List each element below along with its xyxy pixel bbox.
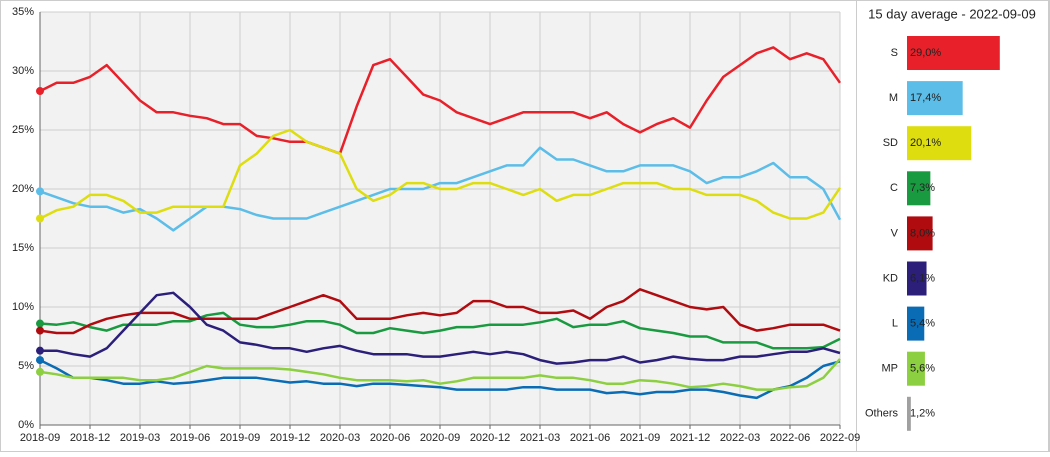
y-tick-label: 30% (12, 65, 34, 77)
start-point (36, 187, 44, 196)
series-line (39, 46, 842, 155)
y-tick-label: 35% (12, 6, 34, 18)
value-label: 8,0% (910, 227, 935, 239)
bar (907, 306, 925, 341)
series-line (39, 146, 842, 232)
x-tick-label: 2020-06 (370, 432, 410, 444)
bar (907, 396, 911, 431)
y-tick-label: 10% (12, 301, 34, 313)
category-label: V (891, 227, 899, 239)
x-tick-label: 2022-03 (720, 432, 760, 444)
series-line (39, 311, 841, 350)
series-line (39, 358, 841, 400)
y-tick-label: 5% (18, 360, 34, 372)
y-tick-label: 20% (12, 183, 34, 195)
category-label: C (890, 182, 898, 194)
x-tick-label: 2019-06 (170, 432, 210, 444)
x-tick-label: 2018-12 (70, 432, 110, 444)
category-label: L (892, 318, 898, 330)
x-tick-label: 2021-12 (670, 432, 710, 444)
x-tick-label: 2022-06 (770, 432, 810, 444)
y-tick-label: 15% (12, 242, 34, 254)
series-line (39, 358, 841, 391)
bar (907, 351, 925, 386)
value-label: 7,3% (910, 182, 935, 194)
side-panel (856, 0, 1049, 452)
bar (907, 261, 927, 296)
x-tick-label: 2020-09 (420, 432, 460, 444)
value-label: 20,1% (910, 137, 941, 149)
category-label: M (889, 92, 898, 104)
panel-title: 15 day average - 2022-09-09 (868, 6, 1036, 21)
value-label: 1,2% (910, 408, 935, 420)
x-tick-label: 2021-06 (570, 432, 610, 444)
bar (907, 126, 972, 161)
category-label: KD (883, 272, 898, 284)
value-label: 5,6% (910, 363, 935, 375)
start-point (36, 326, 44, 335)
bar (907, 81, 963, 116)
x-tick-label: 2019-12 (270, 432, 310, 444)
series-line (40, 291, 841, 365)
x-tick-label: 2018-09 (20, 432, 60, 444)
start-point (36, 356, 44, 365)
x-tick-label: 2020-12 (470, 432, 510, 444)
y-tick-label: 25% (12, 124, 34, 136)
x-tick-label: 2021-03 (520, 432, 560, 444)
value-label: 6,1% (910, 272, 935, 284)
value-label: 17,4% (910, 92, 941, 104)
x-tick-label: 2019-03 (120, 432, 160, 444)
x-tick-label: 2020-03 (320, 432, 360, 444)
value-label: 29,0% (910, 47, 941, 59)
start-point (36, 346, 44, 355)
x-tick-label: 2022-09 (820, 432, 860, 444)
category-label: Others (865, 408, 899, 420)
value-label: 5,4% (910, 318, 935, 330)
series-line (39, 288, 841, 335)
bar (907, 216, 933, 251)
x-tick-label: 2019-09 (220, 432, 260, 444)
start-point (36, 319, 44, 328)
start-point (36, 214, 44, 223)
series-line (39, 128, 842, 220)
bar (907, 171, 931, 206)
start-point (36, 87, 44, 96)
category-label: SD (883, 137, 898, 149)
x-tick-label: 2021-09 (620, 432, 660, 444)
y-tick-label: 0% (18, 419, 34, 431)
bar (907, 36, 1000, 70)
category-label: MP (882, 363, 899, 375)
start-point (36, 367, 44, 376)
category-label: S (891, 47, 898, 59)
